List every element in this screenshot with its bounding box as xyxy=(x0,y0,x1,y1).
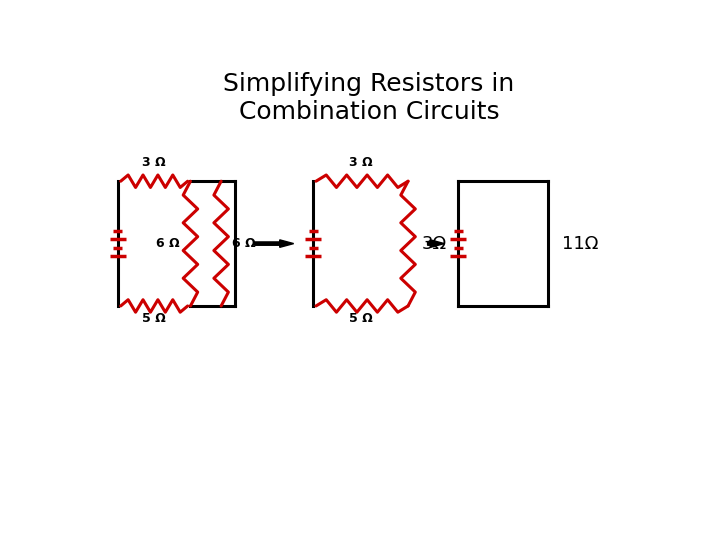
Text: 5 Ω: 5 Ω xyxy=(348,312,372,325)
Text: 3 Ω: 3 Ω xyxy=(143,156,166,168)
Text: 6 Ω: 6 Ω xyxy=(156,237,179,250)
Text: 3 Ω: 3 Ω xyxy=(348,156,372,168)
Text: 5 Ω: 5 Ω xyxy=(143,312,166,325)
Text: 6 Ω: 6 Ω xyxy=(233,237,256,250)
Polygon shape xyxy=(428,240,444,247)
Text: Simplifying Resistors in
Combination Circuits: Simplifying Resistors in Combination Cir… xyxy=(223,72,515,124)
Text: 11Ω: 11Ω xyxy=(562,234,598,253)
Polygon shape xyxy=(255,240,294,247)
Text: 3Ω: 3Ω xyxy=(422,234,447,253)
